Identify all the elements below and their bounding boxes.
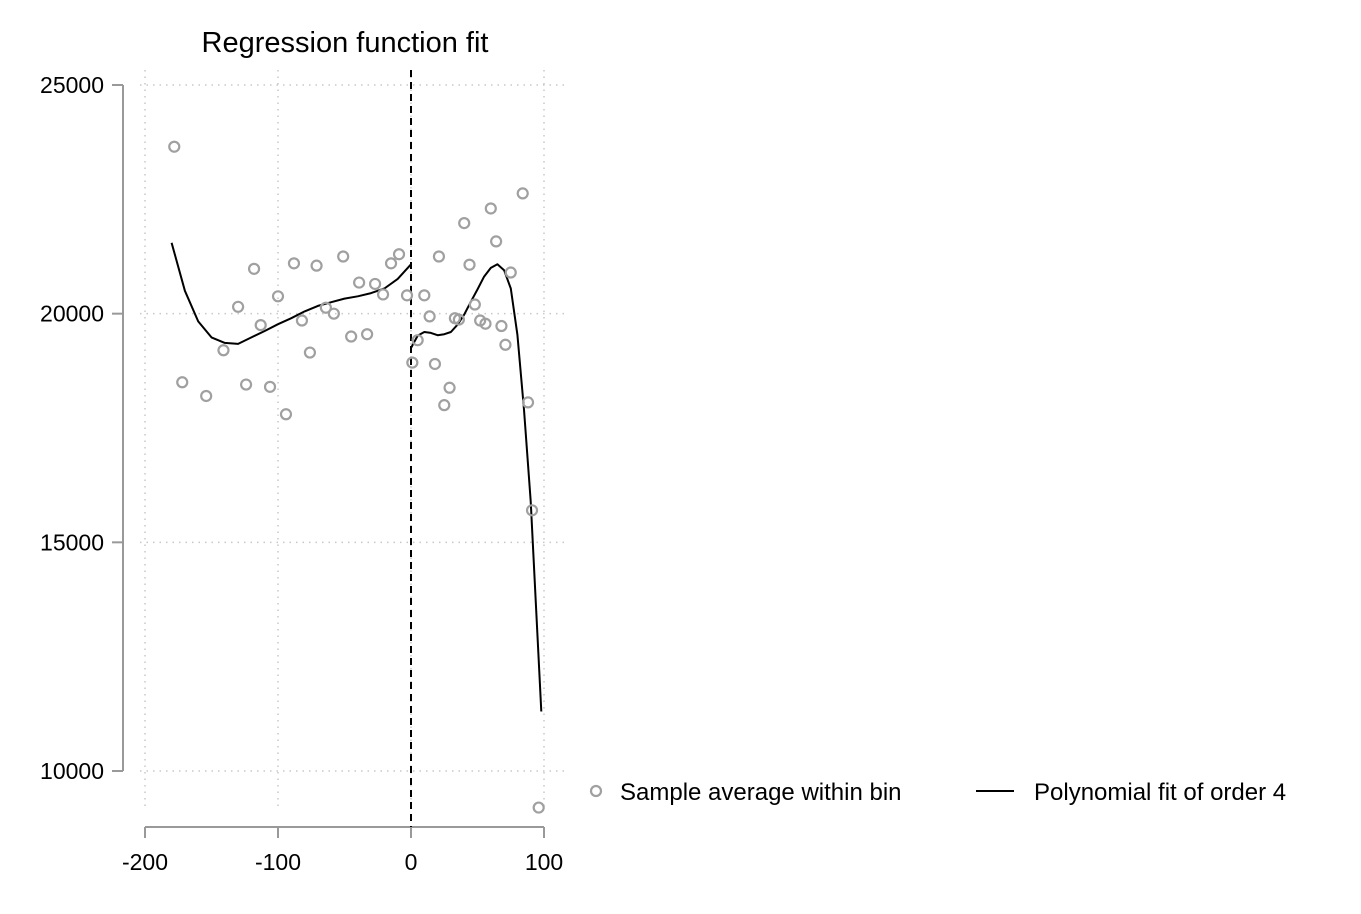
scatter-point — [384, 257, 398, 270]
scatter-point — [432, 250, 446, 263]
scatter-point — [418, 289, 431, 302]
grid-layer — [140, 70, 566, 810]
scatter-point — [368, 277, 382, 291]
scatter-point — [443, 381, 456, 394]
legend-label-scatter: Sample average within bin — [620, 779, 902, 806]
scatter-point — [411, 334, 424, 347]
scatter-point — [521, 396, 535, 409]
scatter-point — [200, 389, 213, 403]
chart-title: Regression function fit — [202, 27, 489, 59]
scatter-point — [327, 307, 340, 320]
scatter-point — [319, 301, 332, 314]
x-tick-label: 0 — [405, 849, 418, 875]
scatter-point — [525, 504, 539, 517]
scatter-point — [176, 376, 189, 389]
scatter-point — [168, 140, 181, 153]
scatter-point — [400, 289, 414, 302]
y-tick-label: 15000 — [40, 529, 104, 555]
scatter-point — [406, 356, 419, 369]
legend-label-line: Polynomial fit of order 4 — [1034, 779, 1286, 806]
scatter-point — [392, 248, 406, 261]
scatter-point — [337, 250, 350, 263]
scatter-point — [287, 257, 301, 270]
scatter-point — [458, 217, 471, 230]
scatter-point — [279, 408, 293, 421]
scatter-point — [345, 330, 358, 343]
y-tick-label: 10000 — [40, 758, 104, 784]
scatter-point — [479, 317, 492, 330]
scatter-point — [463, 258, 476, 271]
scatter-point — [247, 262, 261, 275]
scatter-point — [516, 187, 529, 200]
scatter-point — [295, 314, 309, 327]
scatter-point — [484, 202, 497, 215]
scatter-point — [468, 298, 481, 311]
scatter-point — [310, 259, 323, 272]
scatter-point — [271, 290, 285, 303]
fit-line-left — [170, 242, 412, 345]
y-tick-label: 25000 — [40, 72, 104, 98]
scatter-point — [532, 801, 545, 814]
x-tick-label: -100 — [255, 849, 301, 875]
scatter-point — [263, 380, 277, 393]
scatter-point — [504, 266, 517, 279]
scatter-points-layer — [168, 140, 545, 814]
scatter-point — [499, 338, 512, 351]
scatter-point — [232, 300, 245, 313]
fit-line-right — [410, 263, 543, 712]
scatter-point — [428, 357, 442, 371]
scatter-point — [376, 288, 390, 301]
x-tick-label: -200 — [122, 849, 168, 875]
scatter-point — [452, 313, 465, 326]
scatter-point — [361, 328, 374, 341]
scatter-point — [438, 399, 451, 412]
legend-marker-scatter — [589, 784, 603, 798]
x-tick-label: 100 — [525, 849, 563, 875]
scatter-point — [239, 378, 253, 391]
scatter-point — [490, 235, 503, 248]
y-tick-label: 20000 — [40, 301, 104, 327]
legend: Sample average within bin Polynomial fit… — [589, 779, 1286, 806]
scatter-point — [353, 276, 366, 289]
fit-line-layer — [170, 242, 543, 712]
scatter-point — [254, 319, 267, 332]
scatter-point — [303, 346, 317, 359]
scatter-point — [495, 319, 508, 333]
axis-layer: 10000 15000 20000 25000 -200 -100 0 100 — [40, 70, 563, 875]
scatter-point — [423, 310, 436, 323]
scatter-point — [217, 344, 230, 357]
